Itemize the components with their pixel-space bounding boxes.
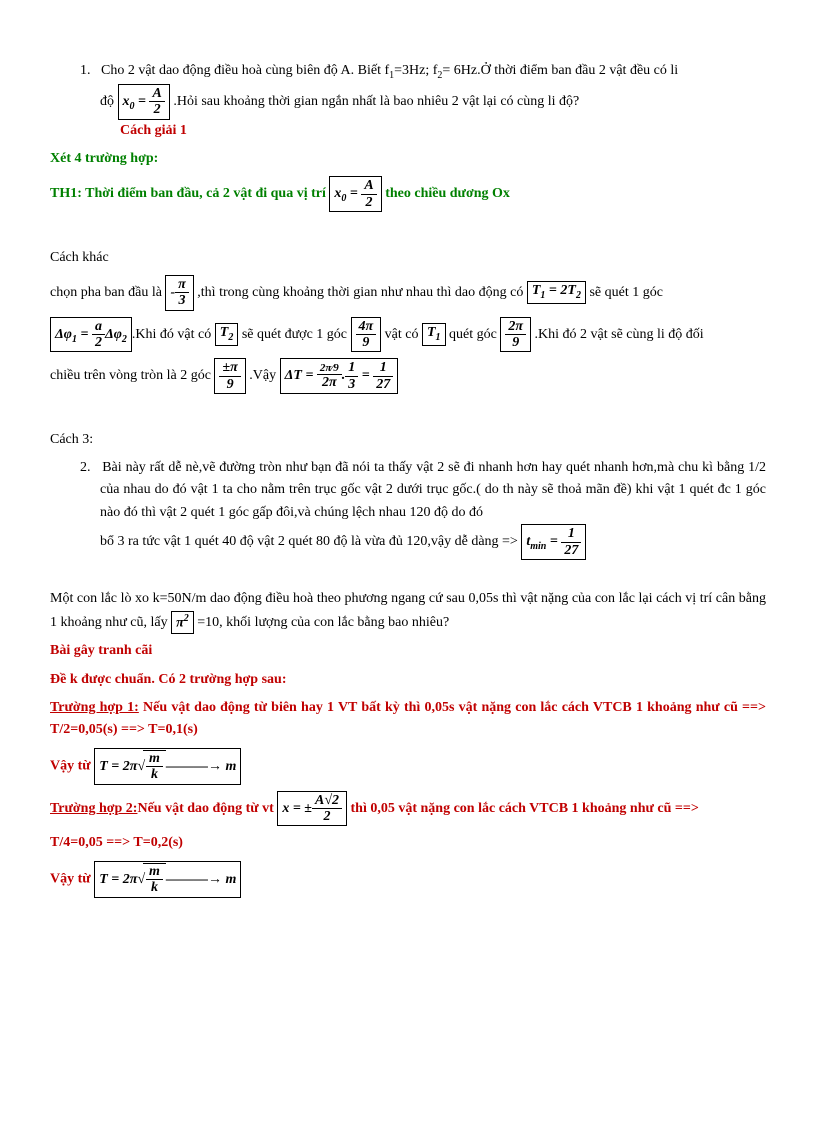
cach-khac-line2: Δφ1 = a2Δφ2 .Khi đó vật có T2 sẽ quét đư… bbox=[50, 317, 766, 353]
th2-block: Trường hợp 2:Nếu vật dao động từ vt x = … bbox=[50, 791, 766, 827]
question-1: 1. Cho 2 vật dao động điều hoà cùng biên… bbox=[80, 60, 766, 120]
box-x0: x0 = A2 bbox=[118, 84, 170, 120]
box-2pi9: 2π9 bbox=[500, 317, 531, 353]
box-t1: T1 bbox=[422, 323, 446, 346]
th1-line: TH1: Thời điểm ban đầu, cả 2 vật đi qua … bbox=[50, 176, 766, 212]
cach-khac-title: Cách khác bbox=[50, 247, 766, 269]
box-dphi: Δφ1 = a2Δφ2 bbox=[50, 317, 132, 353]
q2-text: Bài này rất dễ nè,vẽ đường tròn như bạn … bbox=[100, 460, 766, 520]
box-neg-pi3: -π3 bbox=[165, 275, 193, 311]
bai-gay-tranh-cai: Bài gây tranh cãi bbox=[50, 640, 766, 662]
cach-khac-line3: chiều trên vòng tròn là 2 góc ±π9 .Vậy Δ… bbox=[50, 358, 766, 394]
vay-tu-2: Vậy từ T = 2πmk———→ m bbox=[50, 861, 766, 898]
box-4pi9: 4π9 bbox=[351, 317, 382, 353]
q1-eq1: =3Hz; f bbox=[394, 63, 437, 78]
th1-label: Trường hợp 1: bbox=[50, 700, 139, 715]
q1-text-c: .Hỏi sau khoảng thời gian ngắn nhất là b… bbox=[173, 94, 579, 109]
box-delta-t: ΔT = 2π⁄92π.13 = 127 bbox=[280, 358, 399, 394]
box-x-asqrt2: x = ±A√22 bbox=[277, 791, 347, 827]
cach-khac-line1: chọn pha ban đầu là -π3 ,thì trong cùng … bbox=[50, 275, 766, 311]
q1-text-b: độ bbox=[100, 94, 114, 109]
box-t2: T2 bbox=[215, 323, 239, 346]
box-T-formula-1: T = 2πmk———→ m bbox=[94, 748, 241, 785]
q2-line2a: bổ 3 ra tức vật 1 quét 40 độ vật 2 quét … bbox=[100, 534, 518, 549]
problem-2: Một con lắc lò xo k=50N/m dao động điều … bbox=[50, 588, 766, 634]
th1-block: Trường hợp 1: Nếu vật dao động từ biên h… bbox=[50, 697, 766, 742]
question-2: 2. Bài này rất dễ nè,vẽ đường tròn như b… bbox=[80, 457, 766, 560]
box-pi2: π2 bbox=[171, 611, 194, 634]
xet-4-th: Xét 4 trường hợp: bbox=[50, 148, 766, 170]
box-pmpi9: ±π9 bbox=[214, 358, 245, 394]
vay-tu-1: Vậy từ T = 2πmk———→ m bbox=[50, 748, 766, 785]
th2-line2: T/4=0,05 ==> T=0,2(s) bbox=[50, 832, 766, 854]
box-T-formula-2: T = 2πmk———→ m bbox=[94, 861, 241, 898]
cach-giai-1: Cách giải 1 bbox=[120, 120, 766, 142]
box-tmin: tmin = 127 bbox=[521, 524, 586, 560]
box-x0-b: x0 = A2 bbox=[329, 176, 381, 212]
q1-text-a: Cho 2 vật dao động điều hoà cùng biên độ… bbox=[101, 63, 389, 78]
q1-eq2: = 6Hz.Ở thời điểm ban đầu 2 vật đều có l… bbox=[442, 63, 678, 78]
q2-num: 2. bbox=[80, 460, 91, 475]
de-k-chuan: Đề k được chuẩn. Có 2 trường hợp sau: bbox=[50, 669, 766, 691]
cach3-title: Cách 3: bbox=[50, 429, 766, 451]
box-t1-2t2: T1 = 2T2 bbox=[527, 281, 586, 304]
th2-label: Trường hợp 2: bbox=[50, 801, 137, 816]
q1-num: 1. bbox=[80, 63, 91, 78]
